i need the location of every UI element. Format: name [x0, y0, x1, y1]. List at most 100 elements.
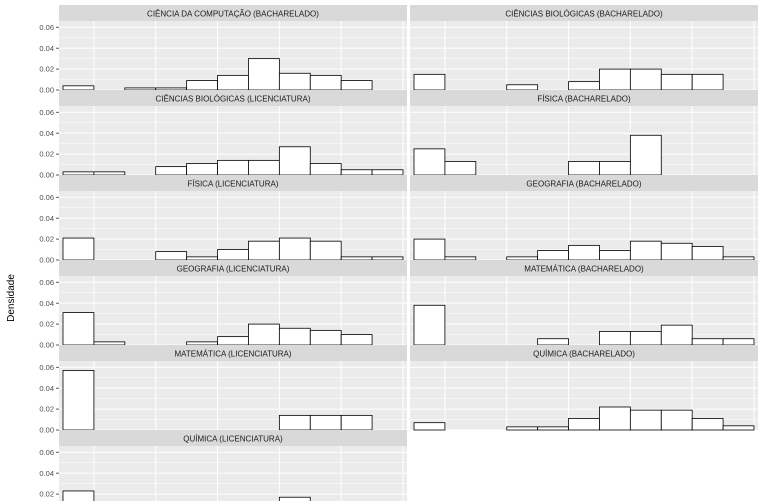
histogram-bar [691, 418, 724, 431]
histogram-bar [599, 406, 631, 431]
histogram-bar [537, 338, 569, 346]
facet-title: CIÊNCIAS BIOLÓGICAS (LICENCIATURA) [156, 95, 311, 104]
y-tick-label: 0.02 [39, 405, 54, 414]
facet-strip [59, 260, 407, 276]
histogram-bar [340, 256, 373, 261]
histogram-bar [340, 169, 373, 176]
facet-panel: QUÍMICA (BACHARELADO) [410, 345, 758, 431]
histogram-bar [62, 370, 95, 431]
histogram-bar [413, 238, 446, 261]
histogram-bar [186, 341, 218, 346]
histogram-bar [309, 329, 342, 346]
histogram-bar [660, 409, 693, 431]
histogram-bar [722, 256, 755, 261]
facet-panel: CIÊNCIAS BIOLÓGICAS (LICENCIATURA) 0.00 0.… [39, 90, 407, 180]
histogram-bar [599, 250, 631, 261]
facet-panel: GEOGRAFIA (BACHARELADO) [410, 175, 758, 261]
histogram-bar [248, 323, 280, 346]
y-tick-label: 0.00 [39, 426, 54, 435]
histogram-bar [278, 327, 311, 346]
facet-title: GEOGRAFIA (BACHARELADO) [526, 180, 641, 189]
histogram-bar [217, 249, 249, 261]
facet-panel: QUÍMICA (LICENCIATURA)0.000.020.040.06 [39, 430, 407, 501]
histogram-bar [691, 246, 724, 261]
histogram-bar [93, 341, 126, 346]
facet-panel: FÍSICA (LICENCIATURA) 0.00 0.02 0.04 0.06 [39, 175, 407, 265]
histogram-bar [722, 338, 755, 346]
y-axis-label: Densidade [6, 274, 17, 322]
facet-strip [410, 5, 758, 21]
histogram-bar [506, 256, 539, 261]
facet-strip [59, 345, 407, 361]
facet-strip [59, 5, 407, 21]
y-tick-label: 0.02 [39, 235, 54, 244]
histogram-bar [62, 237, 95, 261]
y-tick-label: 0.04 [39, 299, 54, 308]
histogram-bar [62, 312, 95, 346]
histogram-bar [309, 240, 342, 261]
facet-title: FÍSICA (BACHARELADO) [537, 95, 631, 104]
y-tick-label: 0.02 [39, 150, 54, 159]
histogram-bar [599, 68, 631, 91]
histogram-bar [340, 80, 373, 91]
facet-strip [410, 260, 758, 276]
y-tick-label: 0.00 [39, 171, 54, 180]
histogram-bar [506, 426, 539, 431]
histogram-bar [309, 74, 342, 91]
facet-title: MATEMÁTICA (LICENCIATURA) [174, 350, 291, 359]
histogram-bar [537, 250, 569, 261]
y-tick-label: 0.02 [39, 65, 54, 74]
histogram-bar [217, 74, 249, 91]
y-tick-label: 0.06 [39, 363, 54, 372]
facet-strip [410, 175, 758, 191]
histogram-bar [629, 68, 662, 91]
y-tick-label: 0.06 [39, 193, 54, 202]
histogram-bar [155, 166, 188, 176]
histogram-bar [691, 338, 724, 346]
y-tick-label: 0.06 [39, 278, 54, 287]
histogram-bar [722, 425, 755, 431]
y-tick-label: 0.04 [39, 129, 54, 138]
y-tick-label: 0.06 [39, 108, 54, 117]
histogram-bar [309, 414, 342, 431]
y-tick-label: 0.00 [39, 341, 54, 350]
histogram-bar [444, 161, 477, 176]
histogram-bar [93, 171, 126, 176]
histogram-bar [278, 146, 311, 176]
histogram-bar [62, 85, 95, 91]
histogram-bar [62, 490, 95, 501]
histogram-bar [186, 80, 218, 91]
histogram-bar [340, 414, 373, 431]
panel-background [59, 276, 407, 345]
panel-background [410, 276, 758, 345]
y-tick-label: 0.00 [39, 256, 54, 265]
histogram-bar [62, 171, 95, 176]
facet-title: CIÊNCIA DA COMPUTAÇÃO (BACHARELADO) [147, 10, 319, 19]
facet-strip [410, 345, 758, 361]
facet-panel: MATEMÁTICA (BACHARELADO) [410, 260, 758, 346]
histogram-bar [278, 72, 311, 91]
facet-panel: MATEMÁTICA (LICENCIATURA) 0.00 0.02 0.04 0.0… [39, 345, 407, 435]
y-tick-label: 0.04 [39, 384, 54, 393]
y-tick-label: 0.02 [39, 320, 54, 329]
histogram-bar [248, 159, 280, 176]
histogram-bar [155, 87, 188, 91]
y-tick-label: 0.06 [39, 23, 54, 32]
histogram-bar [568, 244, 600, 261]
facet-panel: CIÊNCIA DA COMPUTAÇÃO (BACHARELADO) 0.00 0… [39, 5, 407, 95]
histogram-bar [413, 304, 446, 346]
histogram-bar [278, 237, 311, 261]
facet-strip [410, 90, 758, 106]
histogram-bar [629, 409, 662, 431]
y-tick-label: 0.04 [39, 44, 54, 53]
facet-strip [59, 430, 407, 446]
histogram-bar [413, 422, 446, 431]
histogram-bar [340, 334, 373, 346]
facet-panel: FÍSICA (BACHARELADO) [410, 90, 758, 176]
facet-strip [59, 175, 407, 191]
histogram-bar [660, 324, 693, 346]
histogram-bar [217, 336, 249, 346]
y-tick-label: 0.02 [39, 490, 54, 499]
histogram-bar [599, 161, 631, 176]
